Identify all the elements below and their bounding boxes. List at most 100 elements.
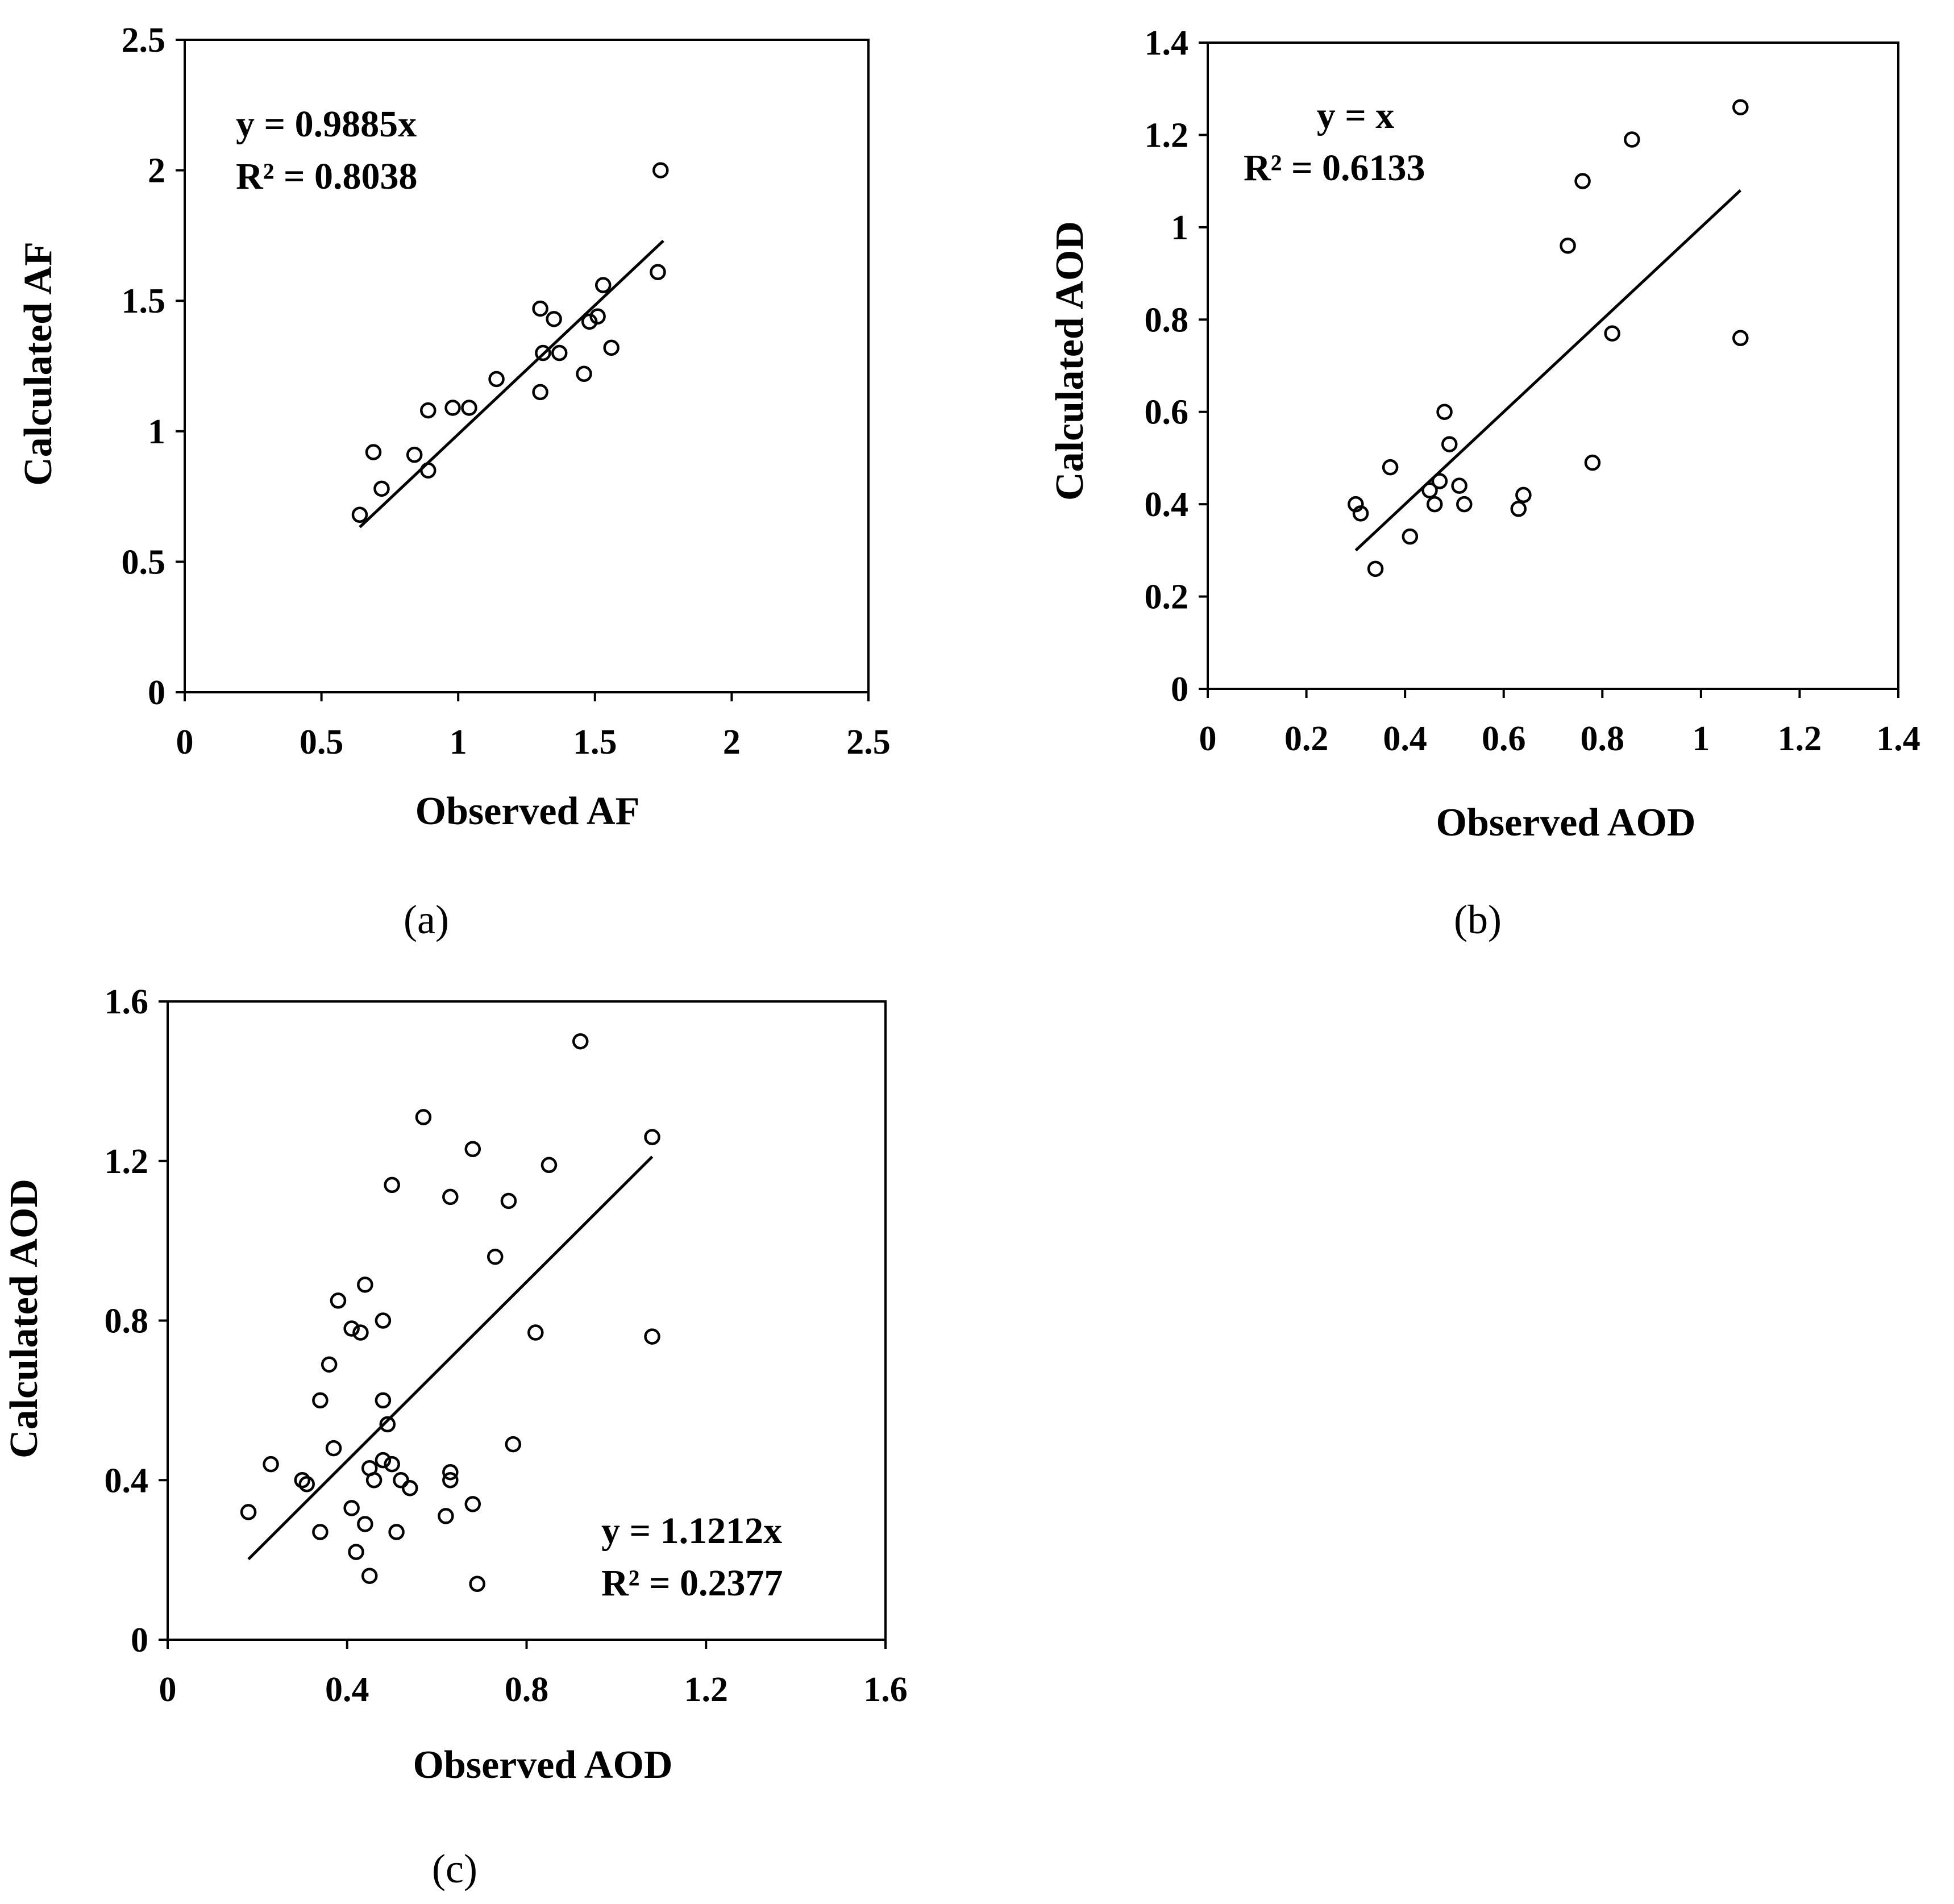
data-point-a xyxy=(420,402,436,419)
data-point-b xyxy=(1382,459,1399,476)
data-point-c xyxy=(361,1568,378,1584)
x-tick-label-c: 0.8 xyxy=(505,1670,549,1709)
x-tick-label-a: 0 xyxy=(176,723,194,762)
y-tick-label-b: 0.2 xyxy=(1145,578,1189,617)
data-point-c xyxy=(375,1312,392,1329)
y-tick-label-a: 2.5 xyxy=(122,21,166,60)
data-point-c xyxy=(384,1177,400,1194)
equation-label-c: y = 1.1212x xyxy=(601,1510,782,1552)
data-point-a xyxy=(546,311,562,327)
data-point-c xyxy=(263,1456,279,1473)
data-point-c xyxy=(438,1508,454,1524)
chart-b: 0 0.2 0.4 0.6 0.8 1 1.2 1.4 0 0.2 0.4 0.6 0.8 1 1.2 1.4… xyxy=(1048,24,1920,942)
data-point-c xyxy=(464,1496,481,1512)
equation-label-a: y = 0.9885x xyxy=(236,103,417,145)
data-point-b xyxy=(1456,496,1473,513)
chart-c: 0 0.4 0.8 1.2 1.6 0 0.4 0.8 1.2 1.6 y = 1.1212x R² … xyxy=(2,983,908,1891)
x-tick-label-b: 1.4 xyxy=(1876,720,1920,758)
y-axis-title-a: Calculated AF xyxy=(16,242,60,486)
data-point-b xyxy=(1732,99,1749,115)
x-tick-label-a: 2 xyxy=(723,723,741,762)
r-squared-label-b: R² = 0.6133 xyxy=(1244,147,1425,189)
data-point-c xyxy=(442,1188,459,1205)
y-tick-label-b: 0.4 xyxy=(1145,485,1189,524)
data-point-a xyxy=(652,162,669,178)
data-point-b xyxy=(1451,477,1467,494)
data-point-c xyxy=(240,1504,257,1520)
x-tick-label-b: 0.8 xyxy=(1581,720,1625,758)
data-point-c xyxy=(442,1464,459,1481)
data-point-c xyxy=(393,1472,409,1489)
data-point-c xyxy=(527,1324,544,1341)
r-squared-label-a: R² = 0.8038 xyxy=(236,156,418,197)
data-point-b xyxy=(1624,131,1640,148)
data-point-b xyxy=(1584,454,1601,471)
data-point-c xyxy=(365,1472,383,1489)
y-tick-label-b: 0.6 xyxy=(1145,393,1189,432)
data-point-c xyxy=(402,1480,418,1496)
data-point-a xyxy=(603,339,620,356)
trend-line-a xyxy=(359,239,664,529)
data-point-b xyxy=(1560,238,1576,254)
data-point-b xyxy=(1348,496,1364,513)
data-point-b xyxy=(1352,505,1369,522)
y-tick-label-b: 1.4 xyxy=(1145,24,1189,63)
data-point-a xyxy=(594,277,612,293)
data-point-c xyxy=(375,1392,392,1409)
data-point-b xyxy=(1510,501,1527,517)
equation-label-b: y = x xyxy=(1317,95,1395,136)
data-point-b xyxy=(1426,496,1443,513)
data-point-c xyxy=(487,1248,504,1265)
data-point-c xyxy=(505,1436,522,1453)
data-point-a xyxy=(589,308,606,325)
y-tick-label-c: 0 xyxy=(131,1621,148,1660)
y-tick-label-b: 0 xyxy=(1171,670,1188,709)
data-point-c xyxy=(415,1109,432,1125)
data-point-a xyxy=(532,384,548,401)
data-point-a xyxy=(444,400,461,416)
data-point-a xyxy=(535,344,551,361)
data-point-c xyxy=(321,1356,338,1373)
data-point-c xyxy=(500,1192,517,1209)
y-tick-label-b: 1.2 xyxy=(1145,116,1189,155)
y-tick-label-a: 1 xyxy=(148,413,165,451)
x-tick-label-b: 0.4 xyxy=(1383,720,1427,758)
data-point-c xyxy=(644,1328,660,1345)
data-point-c xyxy=(469,1575,485,1592)
data-point-c xyxy=(348,1544,364,1560)
data-point-a xyxy=(488,371,505,388)
trend-line-c xyxy=(247,1155,654,1561)
data-point-b xyxy=(1402,528,1419,545)
x-tick-label-b: 1.2 xyxy=(1778,720,1822,758)
data-point-c xyxy=(312,1524,329,1540)
x-axis-title-a: Observed AF xyxy=(415,789,640,833)
x-tick-label-a: 1 xyxy=(450,723,467,762)
plot-frame-a xyxy=(184,39,870,693)
data-point-c xyxy=(352,1324,369,1341)
data-point-a xyxy=(420,462,436,479)
y-tick-label-a: 0 xyxy=(148,674,165,712)
data-point-c xyxy=(384,1456,400,1473)
data-point-b xyxy=(1515,487,1532,504)
data-point-c xyxy=(379,1416,396,1433)
data-point-b xyxy=(1732,330,1749,347)
data-point-c xyxy=(388,1524,405,1540)
y-tick-label-b: 1 xyxy=(1171,209,1188,247)
data-point-a xyxy=(406,446,423,463)
y-tick-label-c: 0.8 xyxy=(105,1302,149,1341)
data-point-c xyxy=(442,1472,459,1489)
data-point-c xyxy=(357,1277,373,1293)
data-point-b xyxy=(1421,482,1438,499)
data-point-a xyxy=(581,313,598,330)
data-point-c xyxy=(375,1452,392,1469)
data-point-b xyxy=(1441,436,1458,452)
data-point-b xyxy=(1574,173,1591,189)
y-tick-label-a: 1.5 xyxy=(122,282,166,321)
data-point-c xyxy=(330,1292,347,1309)
x-tick-label-c: 0 xyxy=(159,1670,177,1709)
data-point-a xyxy=(373,480,390,497)
x-axis-title-c: Observed AOD xyxy=(413,1743,673,1787)
plot-frame-b xyxy=(1207,41,1899,690)
data-point-c xyxy=(541,1157,558,1174)
data-point-a xyxy=(650,264,666,280)
